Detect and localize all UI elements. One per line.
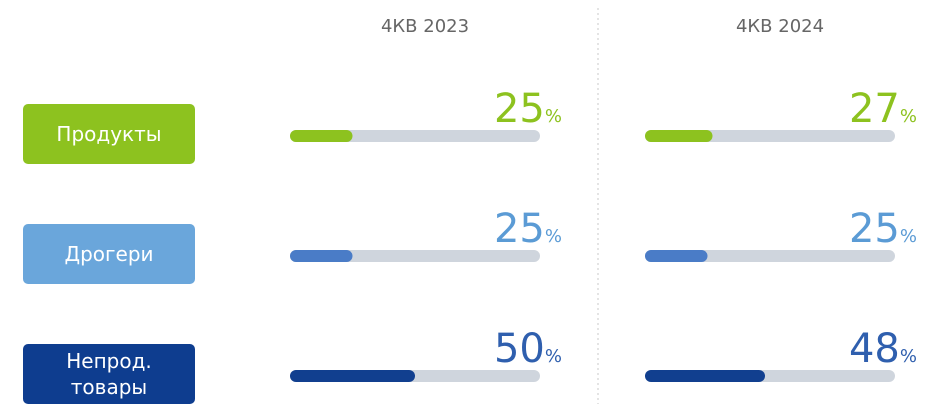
value-label: 48% xyxy=(849,326,917,372)
value-label: 27% xyxy=(849,86,917,132)
category-label: Дрогери xyxy=(23,224,195,284)
category-label: Непрод. товары xyxy=(23,344,195,404)
bar xyxy=(290,370,415,382)
bar xyxy=(645,370,765,382)
bar xyxy=(645,130,713,142)
bar-track xyxy=(290,250,540,262)
value-label: 25% xyxy=(849,206,917,252)
series-header: 4КВ 2024 xyxy=(736,16,824,37)
bar-track xyxy=(290,130,540,142)
value-label: 25% xyxy=(494,206,562,252)
bar xyxy=(290,250,353,262)
value-label: 25% xyxy=(494,86,562,132)
bar xyxy=(290,130,353,142)
bar-track xyxy=(645,250,895,262)
value-label: 50% xyxy=(494,326,562,372)
series-header: 4КВ 2023 xyxy=(381,16,469,37)
bar xyxy=(645,250,708,262)
category-label: Продукты xyxy=(23,104,195,164)
